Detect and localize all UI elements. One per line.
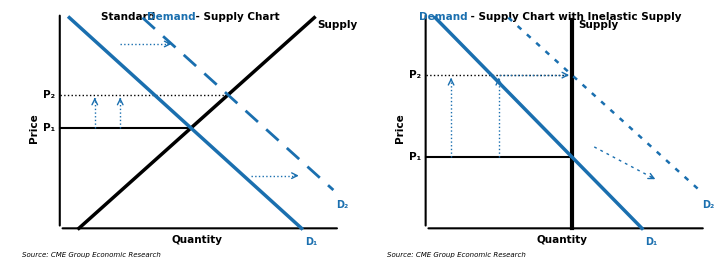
Text: - Supply Chart: - Supply Chart — [192, 12, 279, 22]
Text: D₂: D₂ — [336, 200, 348, 210]
Text: Price: Price — [395, 113, 405, 143]
Text: Quantity: Quantity — [171, 235, 222, 245]
Text: Quantity: Quantity — [537, 235, 588, 245]
Text: Supply: Supply — [318, 20, 358, 30]
Text: P₂: P₂ — [43, 90, 55, 100]
Text: Source: CME Group Economic Research: Source: CME Group Economic Research — [387, 252, 526, 258]
Text: P₁: P₁ — [409, 152, 421, 162]
Text: D₁: D₁ — [305, 237, 317, 247]
Text: D₁: D₁ — [645, 237, 657, 247]
Text: P₂: P₂ — [409, 70, 421, 80]
Text: Standard: Standard — [101, 12, 159, 22]
Text: Price: Price — [30, 113, 40, 143]
Text: Source: CME Group Economic Research: Source: CME Group Economic Research — [22, 252, 161, 258]
Text: Demand: Demand — [148, 12, 196, 22]
Text: - Supply Chart with Inelastic Supply: - Supply Chart with Inelastic Supply — [467, 12, 682, 22]
Text: P₁: P₁ — [43, 123, 55, 133]
Text: Supply: Supply — [578, 20, 618, 30]
Text: D₂: D₂ — [703, 200, 715, 210]
Text: Demand: Demand — [419, 12, 468, 22]
